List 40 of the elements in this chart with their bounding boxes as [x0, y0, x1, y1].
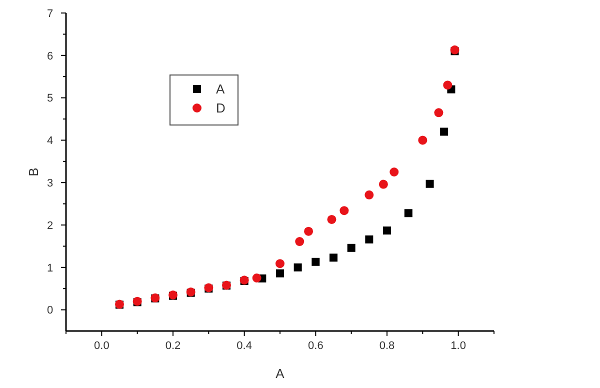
point [378, 180, 388, 189]
y-tick-label: 2 [46, 220, 54, 232]
y-tick-label: 7 [46, 8, 54, 20]
point [418, 136, 428, 145]
y-tick-label: 1 [46, 262, 54, 274]
point [434, 108, 444, 118]
point [365, 235, 374, 244]
y-tick-label: 6 [46, 50, 54, 62]
point [364, 190, 374, 200]
point [327, 214, 336, 224]
legend-label: D [216, 100, 226, 116]
point [340, 206, 349, 216]
y-tick-label: 5 [46, 92, 54, 105]
point [390, 168, 399, 176]
y-tick-label: 3 [46, 177, 54, 190]
point [383, 226, 391, 235]
y-axis-title: B [26, 168, 41, 176]
point [276, 269, 284, 278]
y-tick-label: 0 [46, 304, 54, 317]
point [330, 254, 338, 262]
x-tick-label: 0.4 [236, 340, 252, 352]
x-tick-label: 0.6 [308, 340, 324, 352]
point [426, 180, 434, 188]
point [404, 209, 412, 218]
point [443, 80, 452, 90]
x-tick-label: 0.0 [94, 340, 110, 352]
x-tick-label: 0.2 [165, 340, 181, 352]
point [276, 259, 284, 268]
point [294, 263, 302, 272]
point [295, 237, 304, 246]
x-tick-label: 1.0 [450, 340, 466, 352]
point [304, 226, 314, 236]
y-tick-label: 4 [46, 135, 54, 148]
point [312, 258, 320, 266]
x-tick-label: 0.8 [379, 340, 395, 352]
legend-label: A [216, 82, 225, 97]
point [252, 274, 262, 282]
point [347, 244, 356, 252]
point [440, 128, 448, 136]
x-axis-title: A [276, 366, 285, 381]
